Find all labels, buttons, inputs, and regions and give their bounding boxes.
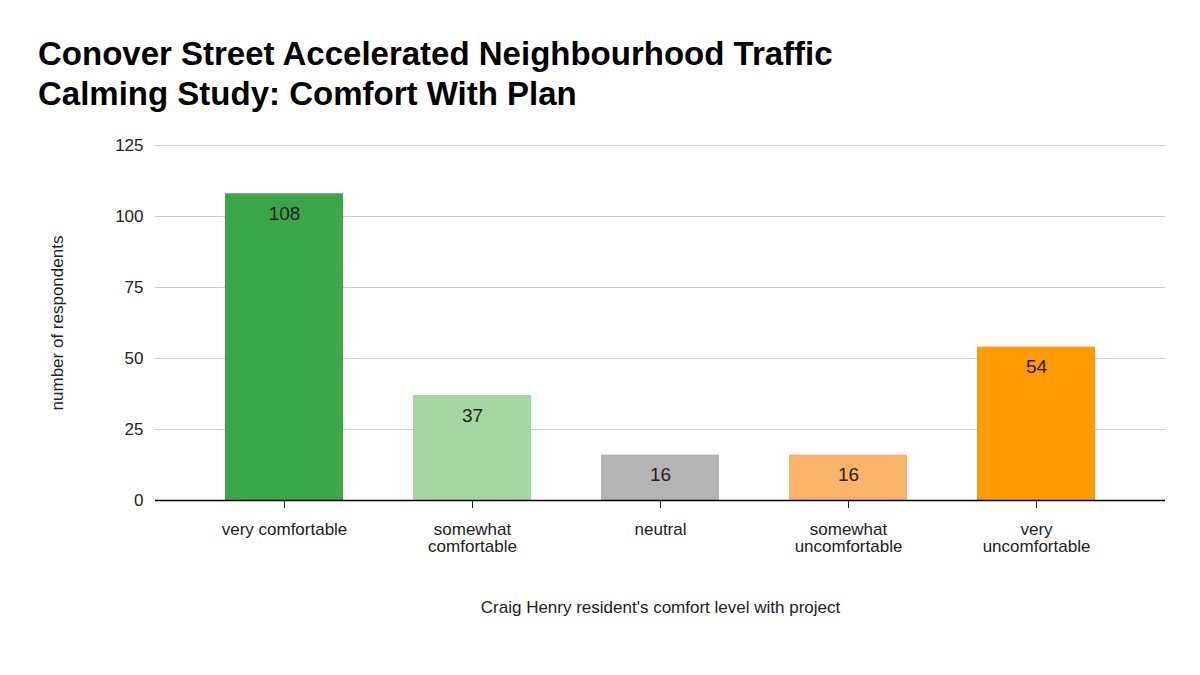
svg-text:veryuncomfortable: veryuncomfortable [983,520,1091,556]
svg-text:neutral: neutral [635,520,687,539]
svg-text:very comfortable: very comfortable [222,520,348,539]
svg-text:50: 50 [125,349,144,368]
html-text:Conover Street Accelerated Nei: Conover Street Accelerated Neighbourhood… [38,35,833,112]
svg-text:16: 16 [838,464,859,485]
svg-text:108: 108 [269,203,301,224]
svg-text:number of respondents: number of respondents [48,236,67,411]
svg-text:Craig Henry resident's comfort: Craig Henry resident's comfort level wit… [481,598,841,617]
svg-text:54: 54 [1026,356,1048,377]
svg-text:125: 125 [115,136,143,155]
svg-text:25: 25 [125,420,144,439]
svg-text:100: 100 [115,207,143,226]
svg-text:somewhatcomfortable: somewhatcomfortable [428,520,517,556]
svg-text:somewhatuncomfortable: somewhatuncomfortable [795,520,903,556]
svg-text:75: 75 [125,278,144,297]
svg-text:0: 0 [134,491,143,510]
svg-text:16: 16 [650,464,671,485]
svg-text:37: 37 [462,405,483,426]
